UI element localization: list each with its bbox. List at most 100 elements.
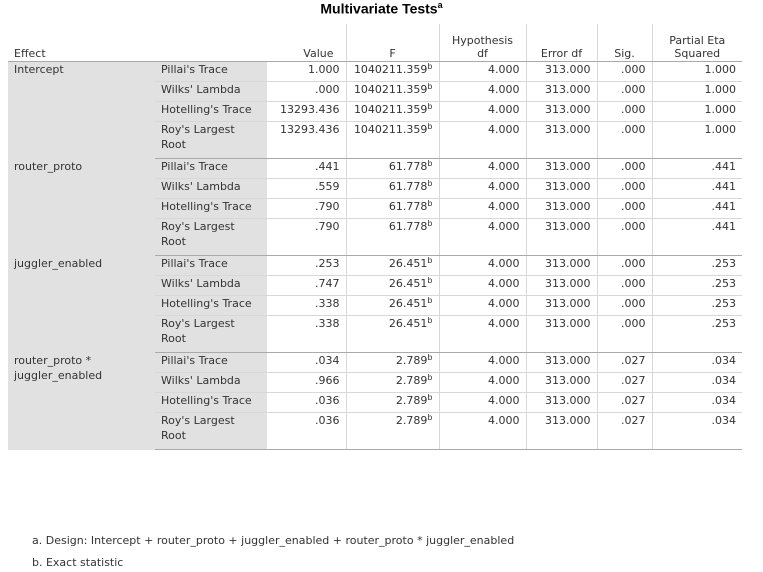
- test-cell: Roy's Largest Root: [155, 315, 267, 353]
- test-cell: Pillai's Trace: [155, 352, 267, 373]
- f-footnote-marker: b: [427, 219, 433, 228]
- test-cell: Wilks' Lambda: [155, 275, 267, 296]
- sig-cell: .000: [596, 295, 652, 316]
- partial-eta-squared-cell: .441: [651, 198, 742, 219]
- f-footnote-marker: b: [427, 199, 433, 208]
- f-footnote-marker: b: [427, 373, 433, 382]
- sig-cell: .000: [596, 315, 652, 353]
- partial-eta-squared-cell: 1.000: [651, 81, 742, 102]
- partial-eta-squared-cell: .253: [651, 255, 742, 276]
- table-row: Wilks' Lambda .966 2.789b 4.000 313.000.027.…: [8, 372, 742, 393]
- hypothesis-df-cell: 4.000: [438, 101, 526, 122]
- table-row: Hotelling's Trace .790 61.778b 4.000 313.000…: [8, 198, 742, 219]
- error-df-cell: 313.000: [525, 275, 597, 296]
- f-cell: 61.778b: [345, 158, 439, 179]
- value-cell: .747: [267, 275, 346, 296]
- value-cell: .790: [267, 218, 346, 256]
- header-value: Value: [267, 24, 346, 62]
- partial-eta-squared-cell: 1.000: [651, 61, 742, 82]
- sig-cell: .000: [596, 275, 652, 296]
- partial-eta-squared-cell: .034: [651, 412, 742, 450]
- test-cell: Pillai's Trace: [155, 255, 267, 276]
- hypothesis-df-cell: 4.000: [438, 352, 526, 373]
- sig-cell: .000: [596, 255, 652, 276]
- header-effect: Effect: [8, 24, 155, 62]
- hypothesis-df-cell: 4.000: [438, 81, 526, 102]
- f-cell: 1040211.359b: [345, 121, 439, 159]
- f-cell: 2.789b: [345, 392, 439, 413]
- f-value: 61.778: [388, 200, 428, 213]
- hypothesis-df-cell: 4.000: [438, 61, 526, 82]
- f-value: 26.451: [388, 257, 428, 270]
- partial-eta-squared-cell: .034: [651, 392, 742, 413]
- value-cell: .034: [267, 352, 346, 373]
- header-f: F: [345, 24, 439, 62]
- sig-cell: .027: [596, 392, 652, 413]
- sig-cell: .027: [596, 372, 652, 393]
- test-cell: Hotelling's Trace: [155, 101, 267, 122]
- test-cell: Roy's Largest Root: [155, 218, 267, 256]
- error-df-cell: 313.000: [525, 352, 597, 373]
- f-value: 26.451: [388, 317, 428, 330]
- table-row: Hotelling's Trace 13293.436 1040211.359b 4.…: [8, 101, 742, 122]
- effect-cell: Intercept: [8, 61, 155, 159]
- effect-cell: router_proto * juggler_enabled: [8, 352, 155, 450]
- error-df-cell: 313.000: [525, 101, 597, 122]
- f-cell: 2.789b: [345, 372, 439, 393]
- f-value: 61.778: [388, 160, 428, 173]
- footnote-a: a. Design: Intercept + router_proto + ju…: [32, 534, 515, 547]
- f-footnote-marker: b: [427, 316, 433, 325]
- error-df-cell: 313.000: [525, 392, 597, 413]
- value-cell: .036: [267, 412, 346, 450]
- table-row: Wilks' Lambda .000 1040211.359b 4.000 313.00…: [8, 81, 742, 102]
- sig-cell: .000: [596, 178, 652, 199]
- test-cell: Wilks' Lambda: [155, 372, 267, 393]
- header-row: Effect Value F Hypothesis df Error df Si…: [8, 24, 742, 62]
- partial-eta-squared-cell: 1.000: [651, 121, 742, 159]
- f-cell: 61.778b: [345, 198, 439, 219]
- hypothesis-df-cell: 4.000: [438, 412, 526, 450]
- hypothesis-df-cell: 4.000: [438, 392, 526, 413]
- f-cell: 1040211.359b: [345, 61, 439, 82]
- sig-cell: .000: [596, 198, 652, 219]
- hypothesis-df-cell: 4.000: [438, 158, 526, 179]
- table-row: Roy's Largest Root .036 2.789b 4.000 313.000…: [8, 412, 742, 450]
- partial-eta-squared-cell: .034: [651, 352, 742, 373]
- value-cell: 13293.436: [267, 121, 346, 159]
- f-value: 26.451: [388, 297, 428, 310]
- partial-eta-squared-cell: 1.000: [651, 101, 742, 122]
- error-df-cell: 313.000: [525, 315, 597, 353]
- value-cell: .966: [267, 372, 346, 393]
- header-test: [155, 24, 267, 62]
- value-cell: .000: [267, 81, 346, 102]
- test-cell: Roy's Largest Root: [155, 412, 267, 450]
- f-value: 2.789: [395, 354, 428, 367]
- f-footnote-marker: b: [427, 393, 433, 402]
- value-cell: .441: [267, 158, 346, 179]
- f-cell: 1040211.359b: [345, 81, 439, 102]
- table-row: router_proto Pillai's Trace .441 61.778b 4.0…: [8, 158, 742, 256]
- error-df-cell: 313.000: [525, 178, 597, 199]
- value-cell: .559: [267, 178, 346, 199]
- sig-cell: .027: [596, 412, 652, 450]
- f-footnote-marker: b: [427, 82, 433, 91]
- title-footnote-marker: a: [437, 0, 443, 10]
- f-cell: 1040211.359b: [345, 101, 439, 122]
- f-value: 61.778: [388, 180, 428, 193]
- hypothesis-df-cell: 4.000: [438, 198, 526, 219]
- f-value: 1040211.359: [353, 83, 428, 96]
- value-cell: .338: [267, 315, 346, 353]
- error-df-cell: 313.000: [525, 295, 597, 316]
- f-value: 1040211.359: [353, 103, 428, 116]
- table-row: Hotelling's Trace .338 26.451b 4.000 313.000…: [8, 295, 742, 316]
- table-row: Roy's Largest Root .790 61.778b 4.000 313.00…: [8, 218, 742, 256]
- error-df-cell: 313.000: [525, 218, 597, 256]
- error-df-cell: 313.000: [525, 198, 597, 219]
- error-df-cell: 313.000: [525, 81, 597, 102]
- f-value: 2.789: [395, 394, 428, 407]
- multivariate-tests-table: Effect Value F Hypothesis df Error df Si…: [8, 24, 742, 450]
- error-df-cell: 313.000: [525, 61, 597, 82]
- sig-cell: .000: [596, 61, 652, 82]
- sig-cell: .000: [596, 81, 652, 102]
- f-footnote-marker: b: [427, 102, 433, 111]
